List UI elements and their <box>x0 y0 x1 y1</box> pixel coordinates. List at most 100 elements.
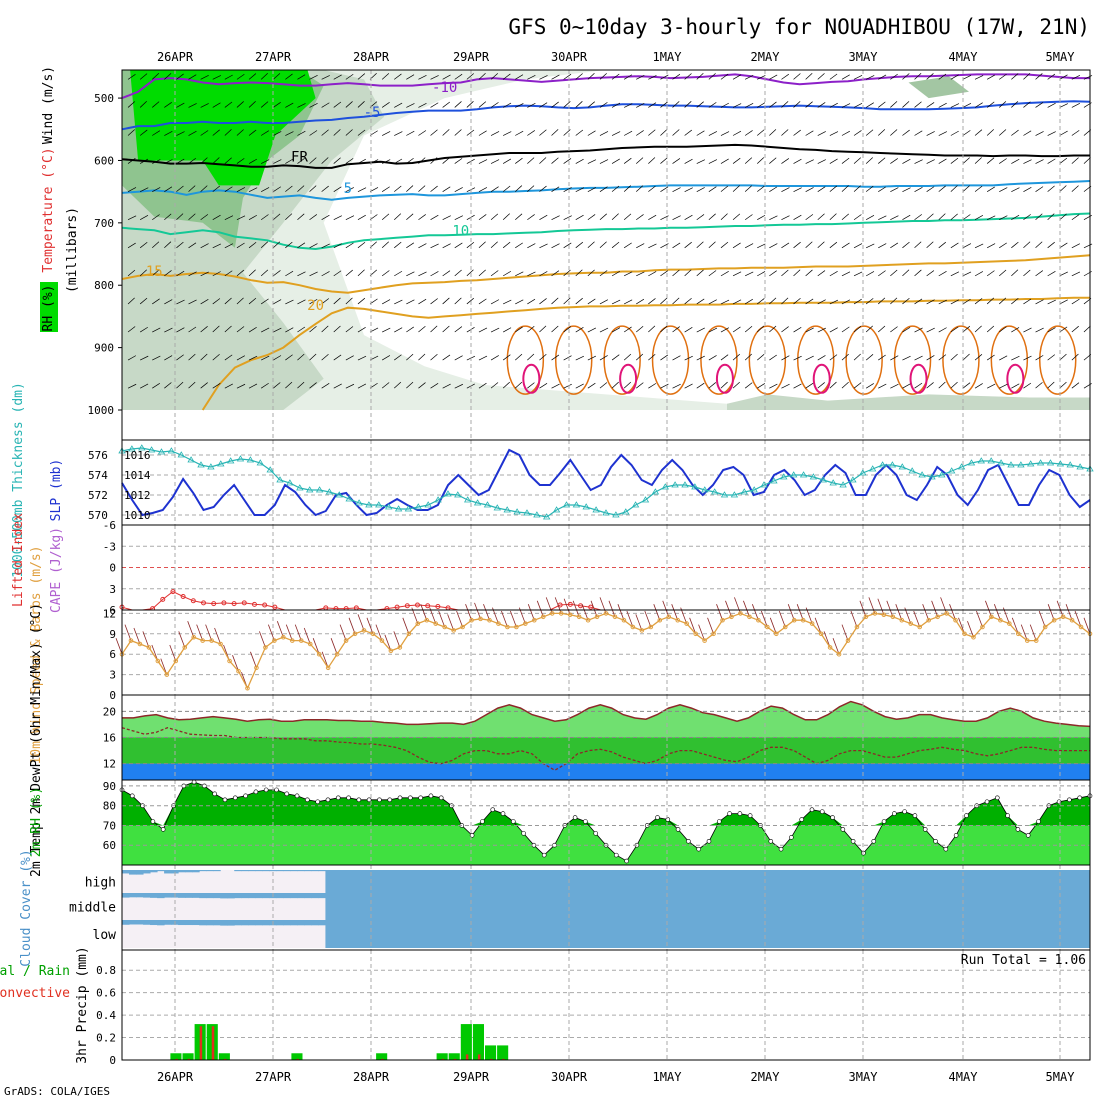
convective-bar <box>477 1054 481 1060</box>
wind-barb <box>394 131 403 136</box>
thickness-point <box>365 501 373 508</box>
cloud-bar <box>178 920 186 926</box>
cloud-bar <box>535 920 544 948</box>
wind-barb <box>454 242 463 249</box>
rh-point <box>490 807 496 812</box>
wind-barb <box>248 187 258 192</box>
wind-barb <box>757 102 766 108</box>
cloud-bar <box>563 920 572 948</box>
wind-barb <box>164 131 173 136</box>
rh-point <box>871 838 877 844</box>
wind-barb <box>829 354 838 361</box>
wind-barb <box>236 73 245 80</box>
cloud-bar <box>311 870 319 872</box>
cloud-bar <box>584 920 593 948</box>
cloud-bar <box>641 920 649 948</box>
rh-point <box>696 846 701 852</box>
thickness-point <box>780 473 788 480</box>
wind-barb <box>878 215 887 221</box>
cloud-bar <box>528 870 537 893</box>
wind-barb <box>841 103 851 108</box>
wind-barb <box>333 383 342 389</box>
rh-point <box>377 797 382 803</box>
wind-barb <box>152 241 160 249</box>
wind-barb <box>720 185 729 192</box>
wind-barb <box>394 158 403 164</box>
wind-barb <box>902 187 911 192</box>
wind-barb <box>539 185 547 192</box>
wind-barb <box>502 354 511 361</box>
thickness-point <box>631 501 640 508</box>
cloud-bar <box>290 920 298 926</box>
cloud-bar <box>549 893 558 920</box>
wind-barb <box>660 325 668 333</box>
wind-barb <box>696 159 705 164</box>
thickness-point <box>888 461 897 468</box>
thickness-point <box>1076 463 1084 470</box>
wind-barb <box>357 73 366 80</box>
wind-barb <box>611 381 619 389</box>
wind-barb <box>926 102 935 108</box>
thickness-point <box>1036 459 1045 466</box>
precip-bar <box>497 1045 509 1060</box>
date-label-bottom: 28APR <box>353 1070 390 1084</box>
wind-barb <box>1071 185 1079 192</box>
rh-point <box>346 795 351 801</box>
wind-speed-point <box>585 617 591 623</box>
wind-barb <box>672 129 680 136</box>
wind-barb <box>456 610 463 628</box>
wind-barb <box>1047 131 1056 136</box>
wind-barb <box>539 214 548 221</box>
wind-barb <box>551 129 559 136</box>
wind-barb <box>914 298 923 305</box>
cloud-bar <box>767 920 775 948</box>
wind-barb <box>599 382 608 389</box>
cloud-bar <box>157 870 165 872</box>
wind-barb <box>357 297 366 305</box>
wind-barb <box>599 73 607 80</box>
wind-barb <box>563 326 572 333</box>
cloud-bar <box>914 893 923 920</box>
isotherm-label: 5 <box>344 181 352 197</box>
wind-barb <box>490 270 499 277</box>
wind-barb <box>212 271 221 277</box>
wind-speed-point <box>881 612 887 618</box>
wind-barb <box>938 381 946 389</box>
wind-barb <box>878 101 886 108</box>
wind-barb <box>660 186 669 192</box>
wind-barb <box>611 158 620 164</box>
cloud-bar <box>591 893 600 920</box>
wind-barb <box>381 355 391 361</box>
wind-barb <box>430 325 438 333</box>
cloud-bar <box>185 893 193 898</box>
wind-barb <box>793 241 801 249</box>
wind-barb <box>890 129 898 136</box>
wind-barb <box>430 157 438 164</box>
wind-barb <box>139 383 149 389</box>
wind-barb <box>297 353 305 361</box>
wind-barb <box>572 600 580 617</box>
rh-point <box>912 813 918 818</box>
cloud-bar <box>802 920 810 948</box>
wind-speed-point <box>298 638 304 643</box>
wind-barb <box>357 269 365 277</box>
wind-barb <box>200 103 209 108</box>
wind-speed-point <box>675 617 681 623</box>
wind-barb <box>176 102 185 108</box>
cloud-bar <box>325 870 333 893</box>
wind-barb <box>490 241 498 249</box>
wind-barb <box>1059 299 1068 305</box>
wind-speed-point <box>1060 614 1066 620</box>
wind-barb <box>708 73 716 80</box>
wind-barb <box>950 353 958 361</box>
cloud-bar <box>620 920 628 948</box>
cloud-bar <box>451 893 460 920</box>
wind-barb <box>321 214 330 221</box>
rh-point <box>212 791 217 797</box>
wind-barb <box>986 74 996 80</box>
wind-barb <box>999 158 1007 164</box>
wind-barb <box>478 130 487 136</box>
wind-barb <box>805 101 813 108</box>
precip-bar <box>472 1024 484 1060</box>
thickness-point <box>207 463 215 470</box>
